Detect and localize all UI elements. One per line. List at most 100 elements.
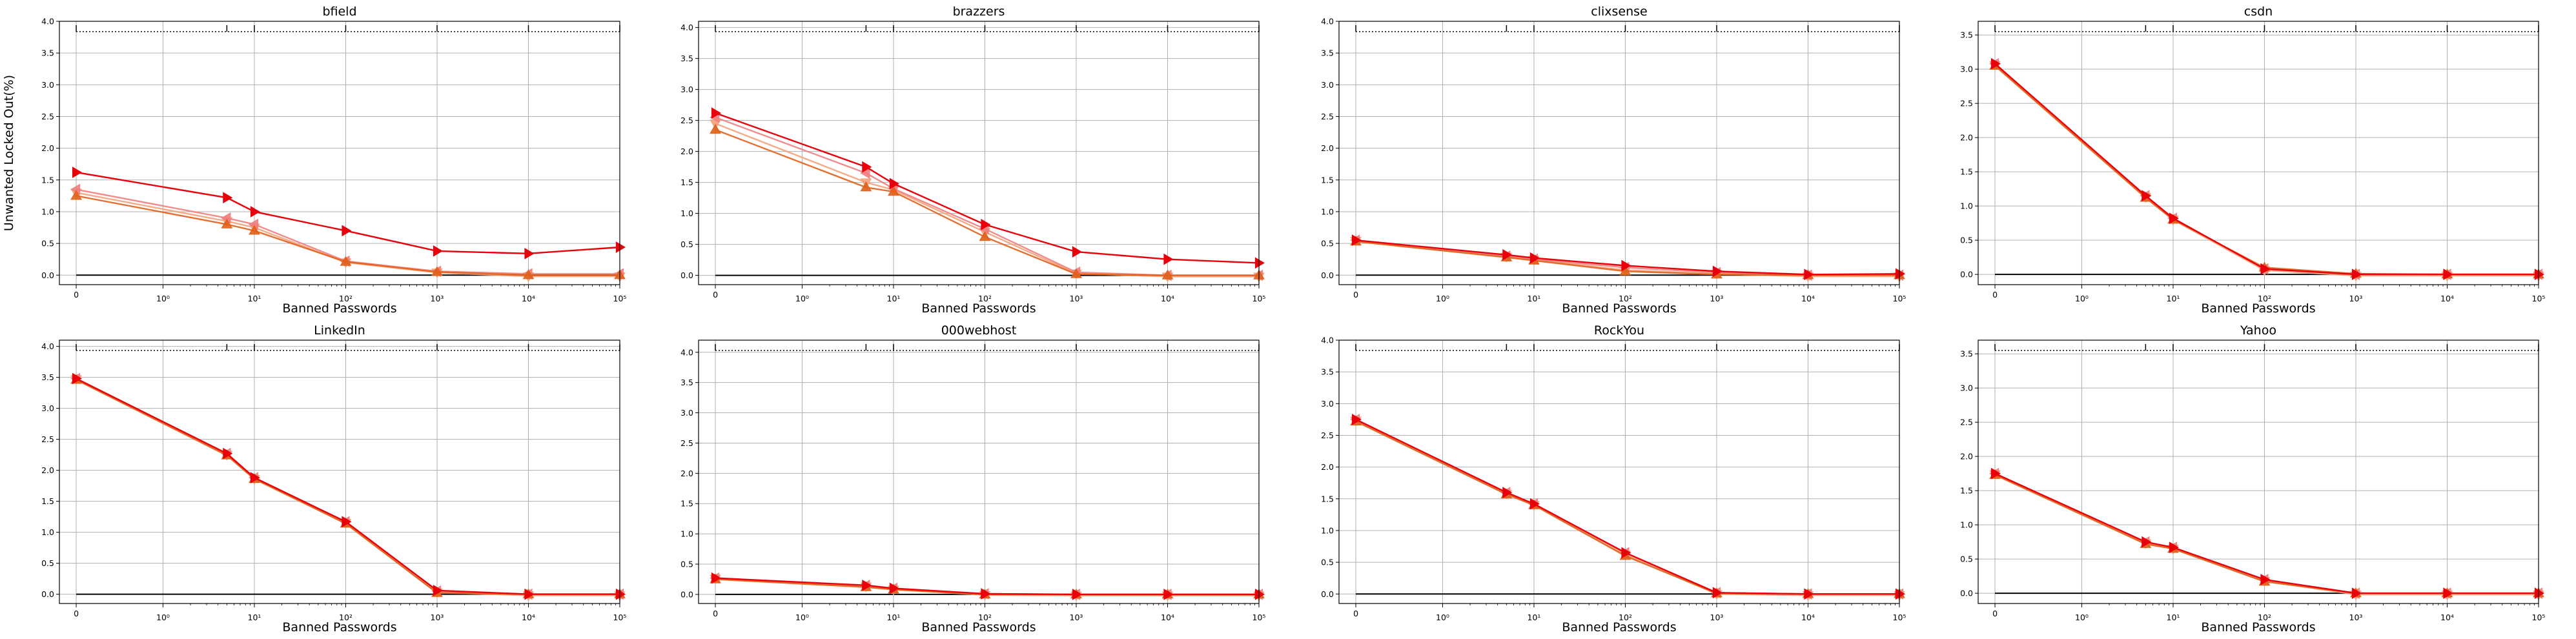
x-tick-label: 10¹	[248, 613, 261, 622]
x-tick-label: 10⁵	[1252, 294, 1266, 303]
y-tick-label: 0.0	[1960, 270, 1973, 279]
series-line-4	[1994, 65, 2539, 276]
data-point	[1502, 487, 1513, 498]
data-point	[1351, 234, 1362, 247]
data-point	[433, 245, 443, 257]
subplot-yahoo: Yahoo 0.0 0.5 1.0 1.5 2.0 2.5 3.0 3.5 0 10⁰ 10¹ 10² 1…	[1960, 323, 2545, 634]
y-tick-label: 0.5	[41, 558, 54, 568]
x-axis-label: Banned Passwords	[282, 620, 396, 634]
x-tick-label: 10⁴	[522, 294, 535, 303]
y-tick-label: 0.5	[1960, 236, 1973, 245]
y-tick-label: 1.5	[41, 175, 54, 185]
y-tick-label: 1.5	[680, 178, 693, 187]
data-point	[72, 167, 83, 178]
subplot-linkedin: LinkedIn 0.0 0.5 1.0 1.5 2.0 2.5 3.0 3.5 4.0 0 10⁰ 1…	[41, 323, 626, 634]
x-tick-label: 0	[74, 290, 79, 299]
series-line-4	[76, 379, 620, 595]
plot-frame	[1978, 340, 2539, 604]
x-tick-label: 10⁵	[613, 613, 627, 622]
y-tick-label: 4.0	[680, 347, 693, 357]
data-point	[2534, 269, 2544, 280]
x-tick-label: 10⁰	[1436, 613, 1449, 622]
data-point	[615, 588, 626, 600]
y-tick-label: 2.0	[680, 469, 693, 478]
y-tick-label: 2.0	[41, 143, 54, 153]
data-point	[1621, 547, 1631, 559]
data-point	[524, 588, 535, 600]
data-point	[979, 231, 991, 241]
x-tick-label: 10²	[339, 613, 353, 622]
subplot-title: LinkedIn	[314, 323, 365, 338]
x-tick-label: 10⁵	[2532, 294, 2546, 303]
x-tick-label: 10¹	[887, 294, 901, 303]
y-tick-label: 1.5	[1960, 167, 1973, 177]
y-tick-label: 3.5	[41, 48, 54, 58]
y-tick-label: 2.0	[41, 465, 54, 475]
y-tick-label: 0.5	[1960, 554, 1973, 564]
x-tick-label: 10⁰	[156, 294, 170, 303]
subplot-title: clixsense	[1591, 5, 1647, 19]
data-point	[1163, 589, 1174, 600]
y-tick-label: 3.5	[1960, 30, 1973, 40]
data-point	[223, 447, 233, 460]
y-tick-label: 4.0	[1321, 336, 1334, 345]
x-tick-label: 10³	[1070, 613, 1083, 622]
x-tick-label: 10³	[2349, 613, 2363, 622]
plot-frame	[698, 21, 1260, 285]
x-tick-label: 10⁰	[795, 613, 809, 622]
x-tick-label: 0	[713, 290, 718, 299]
y-axis-label: Unwanted Locked Out(%)	[2, 75, 16, 231]
data-point	[862, 161, 872, 173]
y-tick-label: 1.0	[1960, 201, 1973, 211]
series-line-1	[1994, 63, 2539, 276]
data-point	[2142, 190, 2152, 202]
x-tick-label: 10⁵	[1893, 294, 1906, 303]
y-tick-label: 1.5	[1960, 486, 1973, 496]
data-point	[1895, 268, 1905, 280]
data-point	[1529, 498, 1540, 510]
y-tick-label: 0.0	[41, 589, 54, 599]
data-point	[2351, 587, 2362, 599]
data-point	[2142, 536, 2152, 548]
subplot-title: Yahoo	[2240, 323, 2276, 338]
y-tick-label: 2.5	[41, 112, 54, 121]
data-point	[1502, 249, 1513, 261]
data-point	[1895, 588, 1905, 600]
data-point	[1990, 57, 2001, 70]
data-point	[1712, 265, 1722, 278]
x-tick-label: 0	[1353, 290, 1358, 299]
y-tick-label: 2.5	[680, 438, 693, 448]
x-tick-label: 0	[1353, 609, 1358, 618]
x-tick-label: 10⁴	[522, 613, 535, 622]
series-line-3	[715, 123, 1259, 278]
data-point	[524, 247, 535, 259]
data-point	[1804, 269, 1814, 281]
series-line-1	[76, 171, 620, 255]
data-point	[2260, 263, 2271, 275]
x-tick-label: 10³	[1070, 294, 1083, 303]
subplot-title: bfield	[322, 5, 356, 19]
data-point	[1072, 589, 1082, 600]
y-tick-label: 4.0	[41, 17, 54, 26]
data-point	[221, 218, 233, 228]
x-axis-label: Banned Passwords	[921, 301, 1036, 316]
data-point	[1254, 589, 1265, 600]
data-point	[710, 124, 721, 134]
data-point	[433, 584, 443, 596]
y-tick-label: 2.5	[1960, 418, 1973, 427]
data-point	[342, 516, 352, 528]
y-tick-label: 0.5	[1321, 558, 1334, 567]
data-point	[342, 225, 352, 237]
x-tick-label: 10³	[1710, 294, 1724, 303]
y-tick-label: 1.5	[1321, 175, 1334, 185]
data-point	[711, 107, 722, 119]
x-tick-label: 10²	[339, 294, 353, 303]
data-point	[250, 472, 260, 483]
y-tick-label: 2.5	[1321, 112, 1334, 121]
data-point	[522, 269, 535, 279]
x-tick-label: 10⁴	[1801, 613, 1815, 622]
y-tick-label: 1.0	[41, 207, 54, 216]
data-point	[1712, 587, 1722, 599]
x-axis-label: Banned Passwords	[1562, 620, 1676, 634]
